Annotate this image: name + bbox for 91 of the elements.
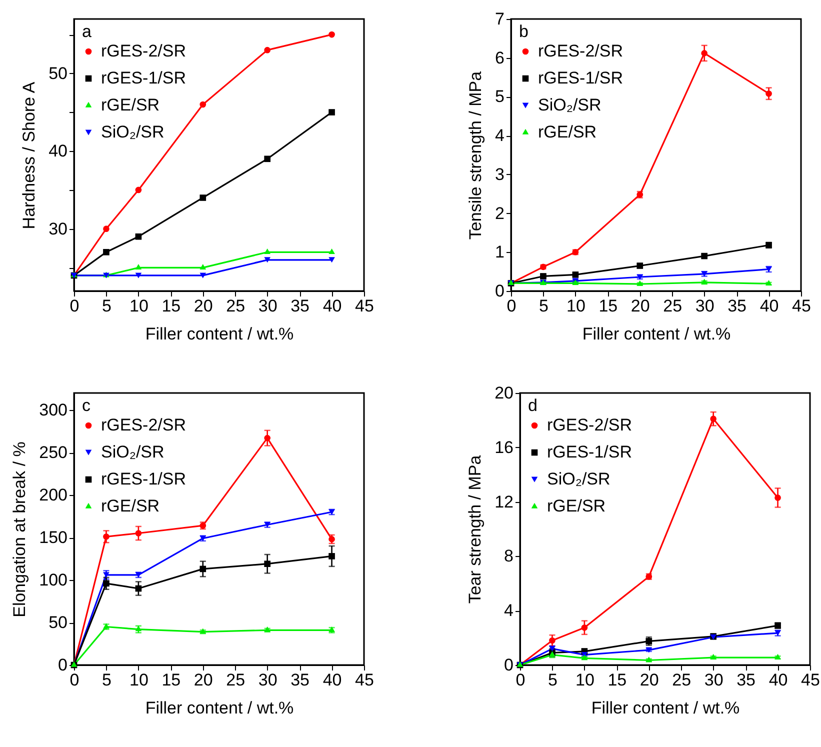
- legend-label: rGE/SR: [538, 122, 597, 142]
- x-tick-label: 20: [194, 670, 213, 690]
- y-tick-label: 16: [494, 438, 514, 457]
- x-axis-title: Filler content / wt.%: [591, 698, 740, 718]
- x-tick-label: 45: [355, 296, 374, 316]
- legend-label: rGES-1/SR: [538, 68, 624, 88]
- y-tick-label: 50: [48, 64, 68, 83]
- y-tick-label: 100: [39, 570, 68, 590]
- x-axis-title: Filler content / wt.%: [145, 698, 294, 718]
- y-axis-title: Tear strength / MPa: [466, 454, 485, 604]
- legend-label: rGES-1/SR: [547, 442, 632, 462]
- x-tick-label: 45: [801, 670, 820, 690]
- x-tick-label: 25: [672, 670, 692, 690]
- legend-label: rGE/SR: [547, 496, 606, 516]
- y-tick-label: 2: [495, 204, 504, 223]
- annotation: a: [82, 22, 92, 41]
- x-tick-label: 5: [538, 296, 548, 316]
- x-axis-title: Filler content / wt.%: [145, 324, 294, 344]
- x-tick-label: 30: [258, 670, 278, 690]
- y-tick-label: 0: [495, 282, 504, 300]
- x-tick-label: 30: [704, 670, 724, 690]
- x-axis-title: Filler content / wt.%: [582, 324, 731, 344]
- x-tick-label: 5: [102, 296, 112, 316]
- y-tick-label: 20: [494, 384, 514, 402]
- y-tick-label: 4: [495, 126, 504, 146]
- x-tick-label: 25: [663, 296, 682, 316]
- x-tick-label: 15: [608, 670, 627, 690]
- x-tick-label: 35: [736, 670, 756, 690]
- legend-label: SiO₂/SR: [538, 96, 602, 114]
- x-tick-label: 20: [194, 296, 213, 316]
- x-tick-label: 35: [290, 296, 310, 316]
- y-axis-title: Hardness / Shore A: [20, 81, 39, 230]
- legend-label: rGE/SR: [101, 496, 160, 516]
- legend-label: rGES-2/SR: [101, 42, 186, 60]
- legend-label: SiO₂/SR: [101, 442, 164, 462]
- y-tick-label: 4: [504, 601, 514, 620]
- y-tick-label: 12: [494, 492, 514, 512]
- legend-label: rGES-1/SR: [101, 470, 186, 488]
- x-tick-label: 5: [548, 670, 558, 690]
- x-tick-label: 10: [566, 296, 586, 316]
- x-tick-label: 35: [728, 296, 747, 316]
- y-tick-label: 6: [495, 48, 504, 68]
- y-tick-label: 250: [39, 443, 68, 462]
- y-axis-title: Tensile strength / MPa: [466, 70, 486, 240]
- annotation: b: [519, 22, 528, 41]
- y-tick-label: 30: [48, 219, 68, 238]
- legend-label: rGES-1/SR: [101, 68, 186, 88]
- y-tick-label: 1: [495, 242, 504, 262]
- y-tick-label: 150: [39, 528, 68, 547]
- y-tick-label: 40: [48, 142, 68, 161]
- x-tick-label: 15: [598, 296, 618, 316]
- y-tick-label: 300: [39, 400, 68, 420]
- y-tick-label: 0: [58, 656, 68, 674]
- x-tick-label: 20: [630, 296, 650, 316]
- annotation: c: [82, 396, 91, 415]
- x-tick-label: 35: [290, 670, 310, 690]
- y-tick-label: 5: [495, 87, 504, 106]
- legend-label: rGES-2/SR: [101, 416, 186, 434]
- x-tick-label: 25: [226, 670, 246, 690]
- x-tick-label: 10: [575, 670, 594, 690]
- x-tick-label: 5: [102, 670, 112, 690]
- legend-label: SiO₂/SR: [101, 122, 164, 142]
- x-tick-label: 30: [258, 296, 278, 316]
- annotation: d: [528, 396, 538, 415]
- x-tick-label: 0: [70, 296, 80, 316]
- legend-label: SiO₂/SR: [547, 470, 610, 488]
- x-tick-label: 20: [640, 670, 659, 690]
- y-tick-label: 3: [495, 164, 504, 184]
- x-tick-label: 45: [792, 296, 811, 316]
- y-tick-label: 0: [504, 656, 514, 674]
- x-tick-label: 10: [129, 296, 148, 316]
- x-tick-label: 40: [768, 670, 788, 690]
- x-tick-label: 25: [226, 296, 246, 316]
- x-tick-label: 40: [760, 296, 779, 316]
- x-tick-label: 0: [516, 670, 526, 690]
- x-tick-label: 10: [129, 670, 148, 690]
- y-tick-label: 200: [39, 486, 68, 504]
- x-tick-label: 40: [322, 296, 342, 316]
- x-tick-label: 15: [162, 296, 181, 316]
- y-tick-label: 8: [504, 546, 514, 566]
- y-tick-label: 50: [48, 613, 68, 632]
- x-tick-label: 30: [695, 296, 714, 316]
- y-axis-title: Elongation at break / %: [10, 442, 30, 618]
- x-tick-label: 45: [355, 670, 374, 690]
- x-tick-label: 0: [70, 670, 80, 690]
- legend-label: rGE/SR: [101, 96, 160, 114]
- x-tick-label: 15: [162, 670, 181, 690]
- legend-label: rGES-2/SR: [547, 416, 632, 434]
- x-tick-label: 40: [322, 670, 342, 690]
- legend-label: rGES-2/SR: [538, 42, 624, 60]
- y-tick-label: 7: [495, 10, 504, 28]
